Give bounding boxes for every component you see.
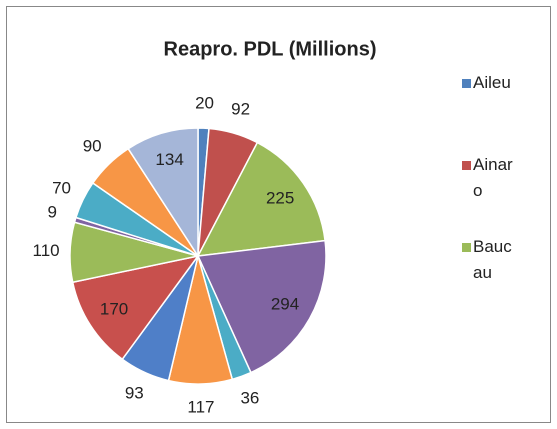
data-label: 110 [33, 241, 60, 260]
data-label: 36 [240, 388, 259, 407]
data-label: 90 [83, 136, 102, 155]
data-label: 294 [271, 294, 299, 313]
legend-label: Aileu [473, 73, 511, 92]
data-label: 225 [266, 189, 294, 208]
pie-slice [196, 239, 327, 374]
data-label: 134 [155, 150, 183, 169]
legend-swatch [462, 243, 471, 252]
pie-slice [71, 254, 200, 361]
data-label: 9 [47, 203, 56, 222]
data-label: 170 [100, 300, 128, 319]
data-label: 117 [187, 397, 214, 416]
data-label: 92 [231, 100, 250, 119]
pie-slice [196, 141, 326, 257]
legend-swatch [462, 79, 471, 88]
legend-label: Ainaro [473, 155, 513, 200]
legend-swatch [462, 161, 471, 170]
pie-slice [127, 127, 199, 259]
chart-title: Reapro. PDL (Millions) [164, 38, 377, 60]
legend-label: Baucau [473, 237, 512, 282]
data-label: 70 [52, 179, 71, 198]
data-label: 93 [125, 383, 144, 402]
data-label: 20 [195, 94, 214, 113]
